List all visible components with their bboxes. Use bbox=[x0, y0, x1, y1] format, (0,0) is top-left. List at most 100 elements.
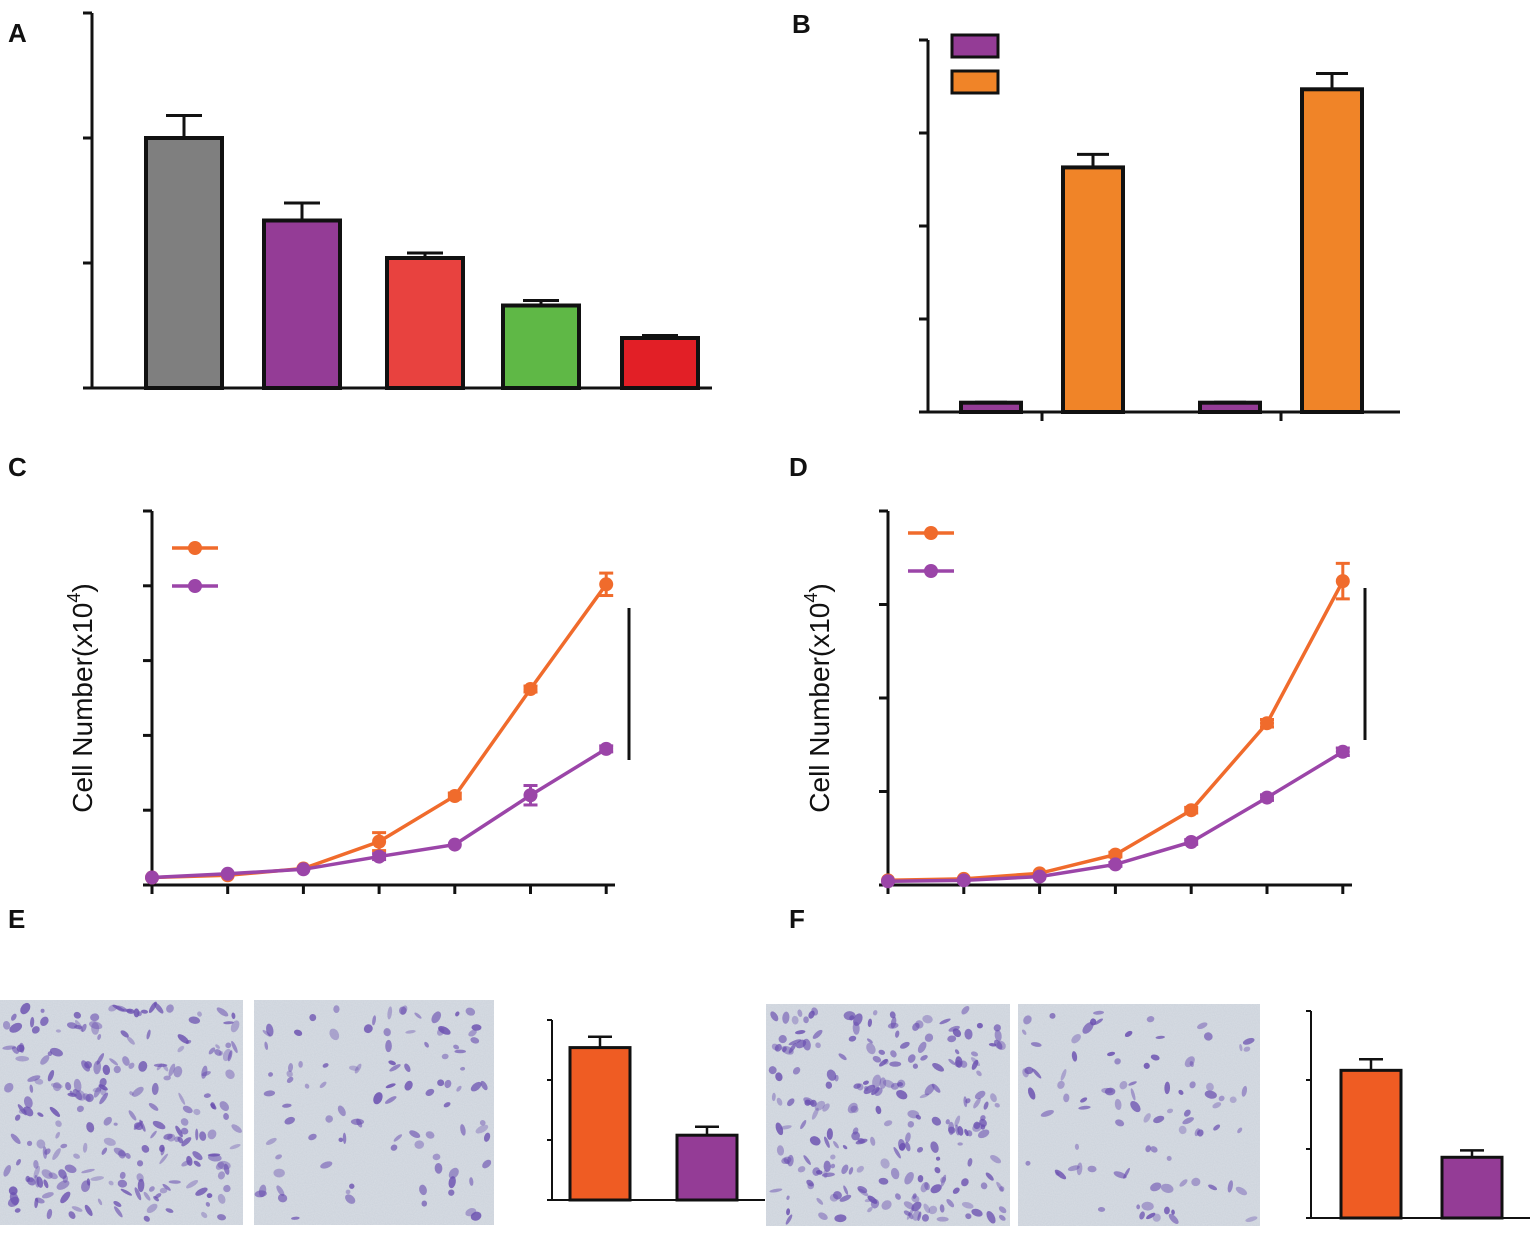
stained-cell bbox=[1229, 1096, 1237, 1104]
stained-cell bbox=[920, 1054, 928, 1061]
stained-cell bbox=[203, 1093, 211, 1098]
stained-cell bbox=[1145, 1145, 1152, 1153]
stained-cell bbox=[48, 1172, 58, 1180]
stained-cell bbox=[1049, 1012, 1056, 1019]
stained-cell bbox=[970, 1051, 979, 1057]
data-point bbox=[881, 874, 895, 889]
stained-cell bbox=[81, 1168, 95, 1174]
stained-cell bbox=[823, 1136, 830, 1148]
stained-cell bbox=[957, 1142, 963, 1146]
stained-cell bbox=[1071, 1051, 1078, 1062]
stained-cell bbox=[286, 1070, 293, 1078]
stained-cell bbox=[72, 1089, 83, 1101]
stained-cell bbox=[168, 1063, 176, 1077]
stained-cell bbox=[17, 1104, 27, 1116]
stained-cell bbox=[399, 1006, 407, 1015]
stained-cell bbox=[1087, 1165, 1097, 1173]
stained-cell bbox=[768, 1066, 777, 1075]
stained-cell bbox=[785, 1214, 793, 1225]
stained-cell bbox=[1130, 1088, 1136, 1101]
stained-cell bbox=[456, 1085, 462, 1092]
stained-cell bbox=[964, 1128, 969, 1137]
data-point bbox=[1108, 857, 1123, 872]
stained-cell bbox=[983, 1101, 989, 1110]
data-point bbox=[599, 741, 614, 756]
stained-cell bbox=[786, 1195, 790, 1200]
stained-cell bbox=[133, 1008, 140, 1018]
stained-cell bbox=[919, 1093, 930, 1099]
stained-cell bbox=[119, 1171, 126, 1179]
stained-cell bbox=[207, 1153, 221, 1157]
stained-cell bbox=[881, 1200, 892, 1210]
stained-cell bbox=[795, 1030, 806, 1035]
stained-cell bbox=[319, 1081, 327, 1089]
stained-cell bbox=[853, 1083, 862, 1089]
stained-cell bbox=[882, 1079, 895, 1088]
stained-cell bbox=[471, 1024, 482, 1031]
stained-cell bbox=[879, 1077, 887, 1089]
stained-cell bbox=[69, 1090, 74, 1096]
stained-cell bbox=[1060, 1069, 1067, 1081]
stained-cell bbox=[469, 1177, 474, 1186]
stained-cell bbox=[775, 1072, 783, 1082]
stained-cell bbox=[195, 1128, 199, 1141]
stained-cell bbox=[971, 1208, 983, 1217]
stained-cell bbox=[225, 1042, 232, 1049]
stained-cell bbox=[217, 1171, 226, 1180]
stained-cell bbox=[166, 1004, 174, 1013]
stained-cell bbox=[89, 1021, 103, 1030]
chart-f bbox=[1306, 1010, 1530, 1220]
stained-cell bbox=[838, 1053, 847, 1061]
stained-cell bbox=[333, 1005, 340, 1013]
stained-cell bbox=[990, 1155, 1002, 1164]
data-point bbox=[1184, 803, 1199, 818]
stained-cell bbox=[1074, 1143, 1080, 1150]
stained-cell bbox=[1030, 1042, 1042, 1047]
stained-cell bbox=[781, 1156, 792, 1164]
stained-cell bbox=[931, 1116, 942, 1126]
stained-cell bbox=[811, 1107, 819, 1120]
panel-label-c: C bbox=[8, 452, 27, 482]
stained-cell bbox=[916, 1147, 924, 1153]
stained-cell bbox=[934, 1166, 941, 1174]
stained-cell bbox=[4, 1082, 14, 1093]
stained-cell bbox=[1141, 1201, 1154, 1211]
legend-marker bbox=[924, 526, 938, 540]
stained-cell bbox=[976, 1022, 983, 1029]
data-point bbox=[599, 577, 614, 592]
stained-cell bbox=[47, 1070, 55, 1082]
stained-cell bbox=[842, 1145, 848, 1150]
stained-cell bbox=[980, 1182, 988, 1190]
stained-cell bbox=[1239, 1044, 1243, 1052]
stained-cell bbox=[905, 1132, 911, 1143]
stained-cell bbox=[91, 1022, 100, 1035]
stained-cell bbox=[1213, 1124, 1221, 1131]
stained-cell bbox=[815, 1042, 821, 1049]
transwell-image-a549-pcdh bbox=[0, 1000, 243, 1225]
stained-cell bbox=[437, 1079, 445, 1087]
stained-cell bbox=[1183, 1109, 1191, 1117]
stained-cell bbox=[342, 1132, 347, 1144]
stained-cell bbox=[40, 1016, 49, 1026]
stained-cell bbox=[133, 1120, 143, 1130]
stained-cell bbox=[952, 1187, 960, 1194]
stained-cell bbox=[872, 1010, 878, 1016]
stained-cell bbox=[206, 1193, 213, 1199]
data-point bbox=[296, 862, 311, 877]
stained-cell bbox=[231, 1012, 236, 1020]
stained-cell bbox=[1114, 1058, 1121, 1065]
stained-cell bbox=[912, 1022, 920, 1031]
stained-cell bbox=[350, 1118, 365, 1125]
stained-cell bbox=[120, 1030, 129, 1038]
stained-cell bbox=[810, 1099, 817, 1107]
stained-cell bbox=[414, 1140, 425, 1149]
stained-cell bbox=[857, 1185, 868, 1194]
stained-cell bbox=[126, 1036, 135, 1045]
stained-cell bbox=[930, 1184, 942, 1194]
stained-cell bbox=[797, 1009, 803, 1017]
stained-cell bbox=[904, 1171, 914, 1185]
stained-cell bbox=[1114, 1098, 1122, 1111]
stained-cell bbox=[58, 1169, 67, 1179]
stained-cell bbox=[848, 1167, 854, 1175]
